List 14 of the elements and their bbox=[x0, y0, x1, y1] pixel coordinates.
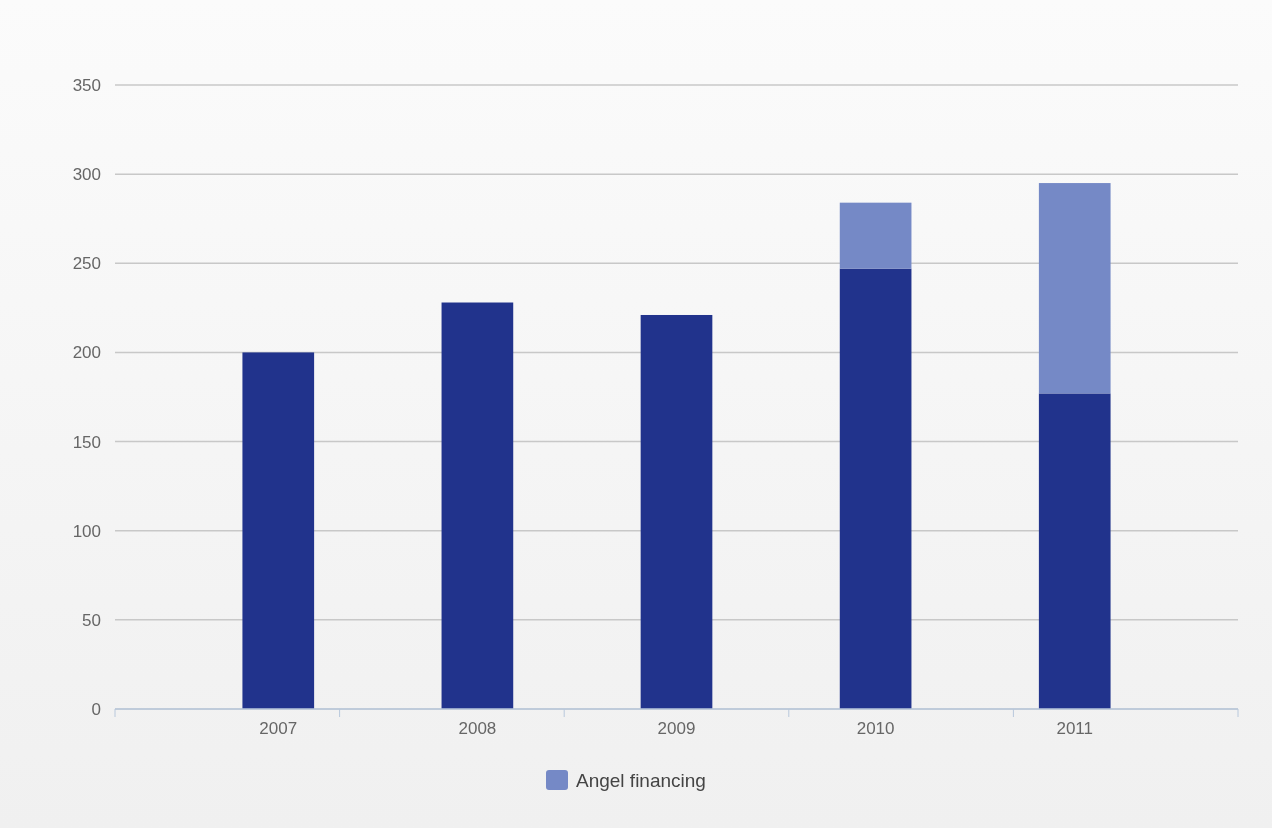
y-tick-label: 350 bbox=[72, 75, 101, 95]
y-tick-label: 0 bbox=[91, 699, 101, 719]
y-tick-label: 300 bbox=[72, 165, 101, 185]
y-tick-label: 50 bbox=[82, 610, 101, 630]
y-tick-label: 100 bbox=[72, 521, 101, 541]
x-tick-label: 2008 bbox=[458, 719, 497, 738]
y-tick-label: 250 bbox=[72, 254, 101, 274]
x-tick-label: 2009 bbox=[657, 719, 696, 738]
x-tick-label: 2010 bbox=[856, 719, 895, 738]
y-tick-label: 150 bbox=[72, 432, 101, 452]
legend-label: Angel financing bbox=[576, 769, 706, 791]
x-tick-label: 2007 bbox=[259, 719, 298, 738]
y-tick-label: 200 bbox=[72, 343, 101, 363]
x-tick-label: 2011 bbox=[1056, 719, 1094, 738]
